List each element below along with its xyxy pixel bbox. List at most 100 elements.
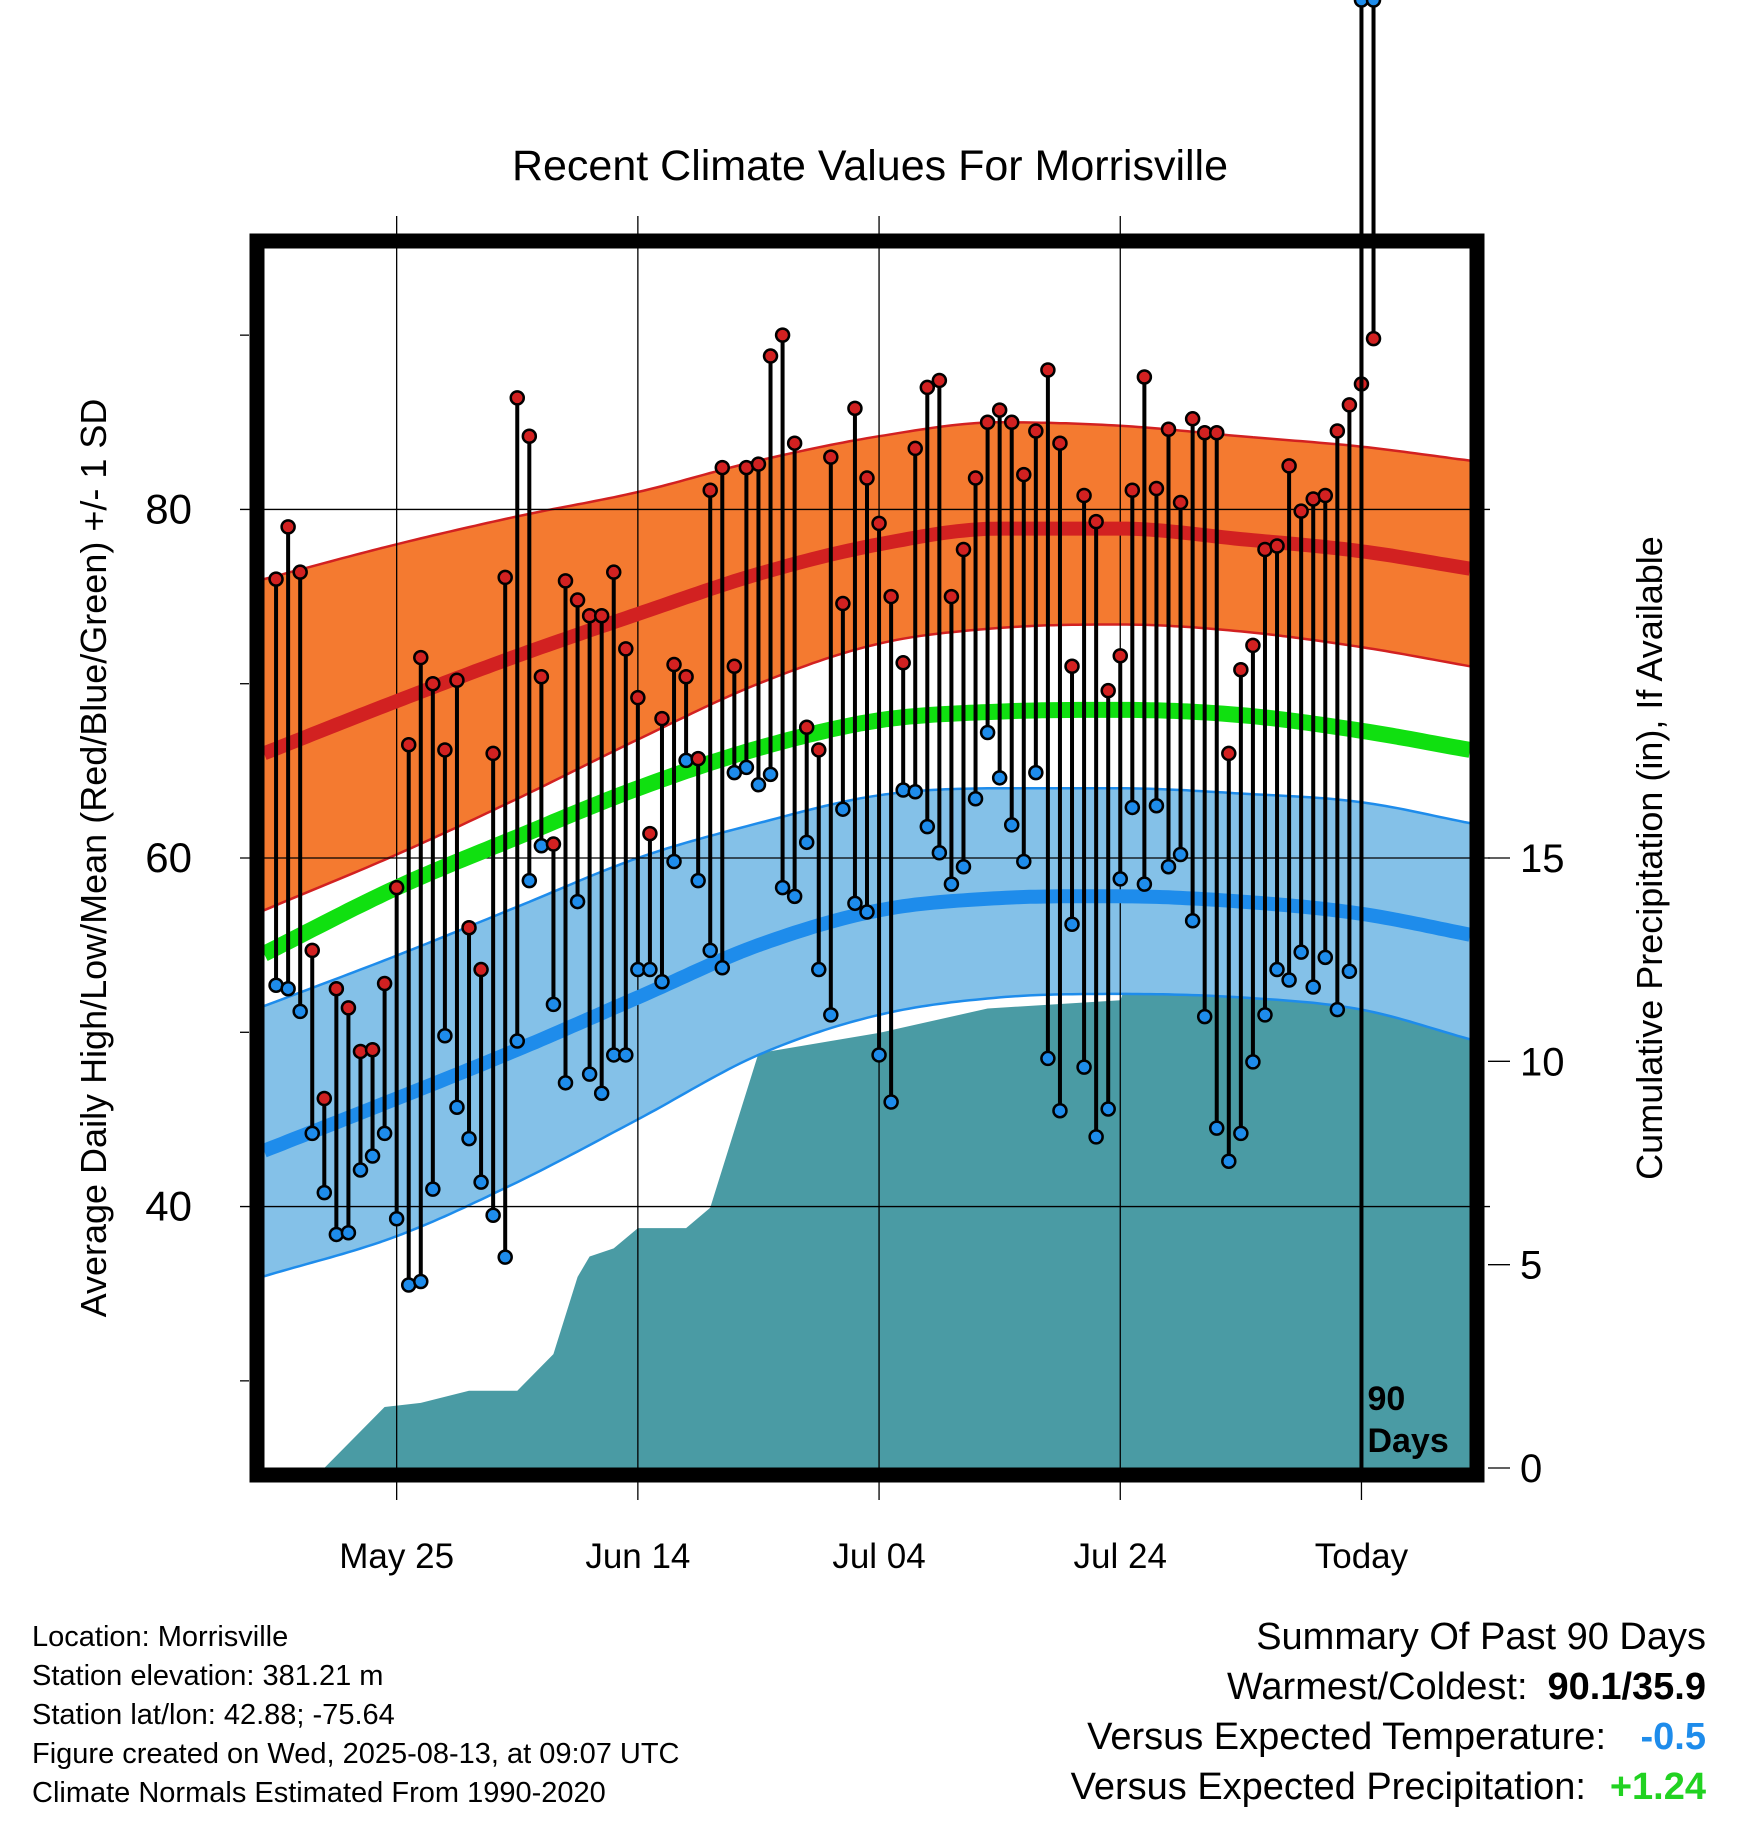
summary-heading: Summary Of Past 90 Days bbox=[1256, 1616, 1706, 1658]
daily-high-point bbox=[533, 668, 550, 685]
daily-high-point bbox=[931, 372, 948, 389]
daily-high-point bbox=[1208, 424, 1225, 441]
daily-high-point bbox=[1124, 482, 1141, 499]
y-tick-label: 60 bbox=[145, 834, 192, 881]
daily-low-point bbox=[437, 1028, 453, 1044]
daily-low-point bbox=[1353, 0, 1370, 8]
daily-low-point bbox=[1365, 0, 1382, 8]
daily-high-point bbox=[1172, 494, 1189, 511]
daily-high-point bbox=[726, 658, 743, 675]
daily-high-point bbox=[605, 564, 622, 580]
chart-title: Recent Climate Values For Morrisville bbox=[512, 142, 1228, 190]
daily-high-point bbox=[340, 1000, 357, 1016]
daily-high-point bbox=[1317, 487, 1334, 504]
daily-high-point bbox=[690, 750, 706, 767]
daily-high-point bbox=[280, 519, 296, 535]
daily-high-point bbox=[400, 736, 417, 753]
daily-low-point bbox=[835, 801, 851, 817]
climate-chart: 90 Days Recent Climate Values For Morrisv… bbox=[73, 0, 1670, 1600]
daily-high-point bbox=[376, 975, 393, 992]
normals-note-text: Climate Normals Estimated From 1990-2020 bbox=[32, 1777, 606, 1809]
daily-low-point bbox=[1341, 963, 1358, 980]
daily-high-point bbox=[509, 390, 526, 406]
daily-low-point bbox=[557, 1075, 574, 1091]
daily-high-point bbox=[883, 588, 899, 605]
daily-high-point bbox=[1064, 658, 1080, 675]
daily-low-point bbox=[823, 1007, 839, 1023]
daily-low-point bbox=[811, 961, 827, 978]
daily-high-point bbox=[714, 459, 731, 476]
created-text: Figure created on Wed, 2025-08-13, at 09… bbox=[32, 1738, 680, 1770]
daily-low-point bbox=[473, 1174, 489, 1190]
daily-low-point bbox=[654, 973, 670, 990]
daily-high-point bbox=[823, 449, 839, 465]
daily-high-point bbox=[316, 1090, 333, 1107]
daily-low-point bbox=[666, 853, 682, 870]
daily-low-point bbox=[702, 942, 718, 959]
axes-labels: Recent Climate Values For Morrisville May… bbox=[73, 142, 1670, 1600]
y2-axis-label: Cumulative Precipitation (in), If Availa… bbox=[1629, 536, 1670, 1180]
daily-low-point bbox=[1317, 949, 1334, 966]
daily-low-point bbox=[1329, 1001, 1346, 1018]
precipitation-layer bbox=[264, 894, 1470, 1468]
daily-low-point bbox=[569, 893, 586, 910]
daily-low-point bbox=[545, 996, 562, 1013]
x-tick-label: May 25 bbox=[339, 1537, 454, 1576]
summary-panel: Summary Of Past 90 Days Warmest/Coldest:… bbox=[1071, 1612, 1706, 1812]
elevation-text: Station elevation: 381.21 m bbox=[32, 1660, 384, 1692]
daily-low-point bbox=[1100, 1101, 1116, 1117]
daily-high-point bbox=[678, 668, 694, 685]
daily-low-point bbox=[485, 1207, 501, 1224]
daily-low-point bbox=[883, 1094, 899, 1110]
daily-high-point bbox=[1184, 411, 1201, 427]
daily-high-point bbox=[268, 571, 284, 587]
daily-low-point bbox=[931, 845, 948, 861]
daily-low-point bbox=[786, 888, 803, 905]
x-tick-label: Jul 24 bbox=[1074, 1537, 1167, 1576]
daily-high-point bbox=[292, 564, 308, 580]
daily-low-point bbox=[497, 1249, 513, 1265]
plot-border bbox=[249, 233, 1485, 1483]
daily-high-point bbox=[654, 710, 670, 727]
x-tick-label: Jun 14 bbox=[585, 1537, 690, 1576]
daily-low-point bbox=[461, 1130, 477, 1147]
daily-high-point bbox=[642, 825, 658, 842]
daily-low-point bbox=[714, 960, 731, 976]
daily-low-point bbox=[1040, 1050, 1056, 1067]
precip-value: +1.24 bbox=[1609, 1766, 1706, 1808]
daily-low-point bbox=[509, 1033, 526, 1049]
daily-low-point bbox=[1221, 1153, 1237, 1170]
daily-low-point bbox=[1052, 1102, 1068, 1119]
daily-low-point bbox=[774, 879, 791, 896]
daily-low-point bbox=[847, 895, 863, 912]
daily-high-point bbox=[1076, 487, 1092, 504]
daily-low-point bbox=[388, 1211, 405, 1227]
temp-value: -0.5 bbox=[1640, 1716, 1706, 1758]
daily-high-point bbox=[1028, 423, 1044, 439]
daily-high-point bbox=[871, 515, 887, 532]
observations-layer: 90 Days bbox=[268, 0, 1449, 1468]
location-text: Location: Morrisville bbox=[32, 1621, 289, 1653]
daily-high-point bbox=[449, 672, 465, 688]
daily-high-point bbox=[835, 595, 851, 612]
daily-low-point bbox=[292, 1003, 308, 1020]
daily-low-point bbox=[352, 1162, 369, 1178]
daily-high-point bbox=[1003, 414, 1020, 431]
latlon-text: Station lat/lon: 42.88; -75.64 bbox=[32, 1699, 395, 1731]
today-days-word: Days bbox=[1367, 1422, 1448, 1460]
daily-low-point bbox=[1064, 916, 1080, 932]
daily-low-point bbox=[425, 1181, 441, 1197]
daily-low-point bbox=[991, 770, 1008, 786]
daily-high-point bbox=[798, 719, 815, 736]
daily-high-point bbox=[1160, 421, 1177, 438]
daily-low-point bbox=[1269, 961, 1285, 978]
daily-high-point bbox=[1040, 362, 1056, 378]
daily-low-point bbox=[521, 872, 538, 889]
daily-low-point bbox=[364, 1148, 381, 1164]
daily-high-point bbox=[750, 456, 767, 472]
y-tick-label: 80 bbox=[145, 485, 192, 532]
daily-low-point bbox=[750, 777, 767, 793]
daily-high-point bbox=[1148, 480, 1165, 497]
daily-high-point bbox=[569, 592, 586, 608]
daily-low-point bbox=[1003, 817, 1020, 833]
